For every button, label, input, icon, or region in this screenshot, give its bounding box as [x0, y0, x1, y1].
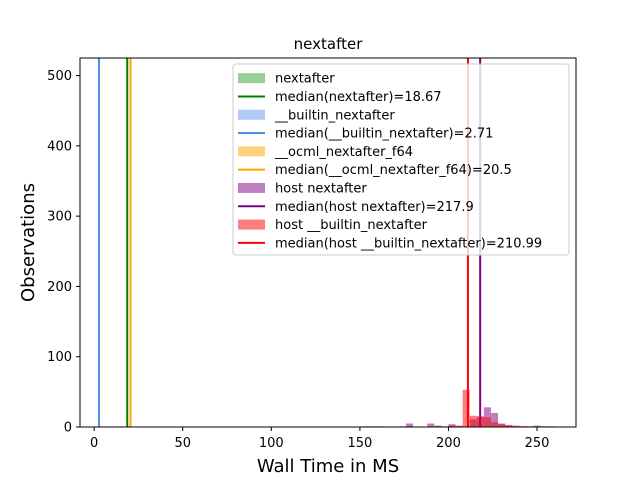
legend-swatch	[238, 146, 265, 157]
histogram-bar	[490, 422, 499, 427]
legend-swatch	[238, 182, 265, 193]
y-tick-label: 0	[64, 421, 72, 436]
axes-frame	[79, 57, 577, 428]
legend-swatch	[238, 219, 265, 230]
histogram-bar	[476, 416, 484, 427]
x-tick-label: 150	[347, 436, 372, 451]
histogram-bar	[405, 423, 414, 427]
chart-title: nextafter	[294, 35, 364, 53]
legend-swatch	[238, 73, 265, 84]
histogram-bar	[505, 425, 513, 427]
legend-label: median(host nextafter)=217.9	[275, 200, 474, 215]
legend-label: host nextafter	[275, 181, 367, 196]
histogram-bar	[498, 424, 506, 427]
histogram-bar	[427, 423, 435, 427]
y-tick-label: 400	[47, 139, 72, 154]
x-tick-label: 100	[259, 436, 284, 451]
x-axis-title: Wall Time in MS	[257, 456, 399, 477]
histogram-bar	[533, 425, 541, 427]
histogram-bar	[462, 389, 470, 427]
histogram-bar	[469, 415, 477, 427]
legend-label: __ocml_nextafter_f64	[274, 145, 413, 160]
legend-label: median(nextafter)=18.67	[275, 90, 442, 105]
axis-ticks: 0 50 100 150 200 250 0 100 200 300 400 500	[47, 69, 549, 451]
legend-label: median(host __builtin_nextafter)=210.99	[275, 236, 542, 251]
legend: nextafter median(nextafter)=18.67 __buil…	[232, 63, 570, 256]
x-tick-label: 200	[436, 436, 461, 451]
y-axis-title: Observations	[18, 183, 39, 302]
x-tick-label: 0	[90, 436, 98, 451]
x-tick-label: 50	[174, 436, 191, 451]
histogram-bar	[448, 425, 456, 427]
y-tick-label: 100	[47, 350, 72, 365]
legend-label: host __builtin_nextafter	[275, 218, 428, 233]
histogram-bar	[455, 425, 463, 427]
y-tick-label: 300	[47, 210, 72, 225]
y-tick-label: 200	[47, 280, 72, 295]
histogram-bar	[512, 425, 520, 427]
legend-label: median(__ocml_nextafter_f64)=20.5	[275, 163, 512, 178]
legend-label: __builtin_nextafter	[274, 108, 395, 123]
legend-swatch	[238, 109, 265, 120]
y-tick-label: 500	[47, 69, 72, 84]
histogram-bar	[434, 425, 442, 427]
legend-label: median(__builtin_nextafter)=2.71	[275, 127, 493, 142]
legend-box	[232, 63, 570, 256]
legend-label: nextafter	[275, 72, 335, 87]
histogram-bar	[483, 417, 491, 427]
x-tick-label: 250	[525, 436, 550, 451]
histogram-bar	[490, 412, 499, 427]
